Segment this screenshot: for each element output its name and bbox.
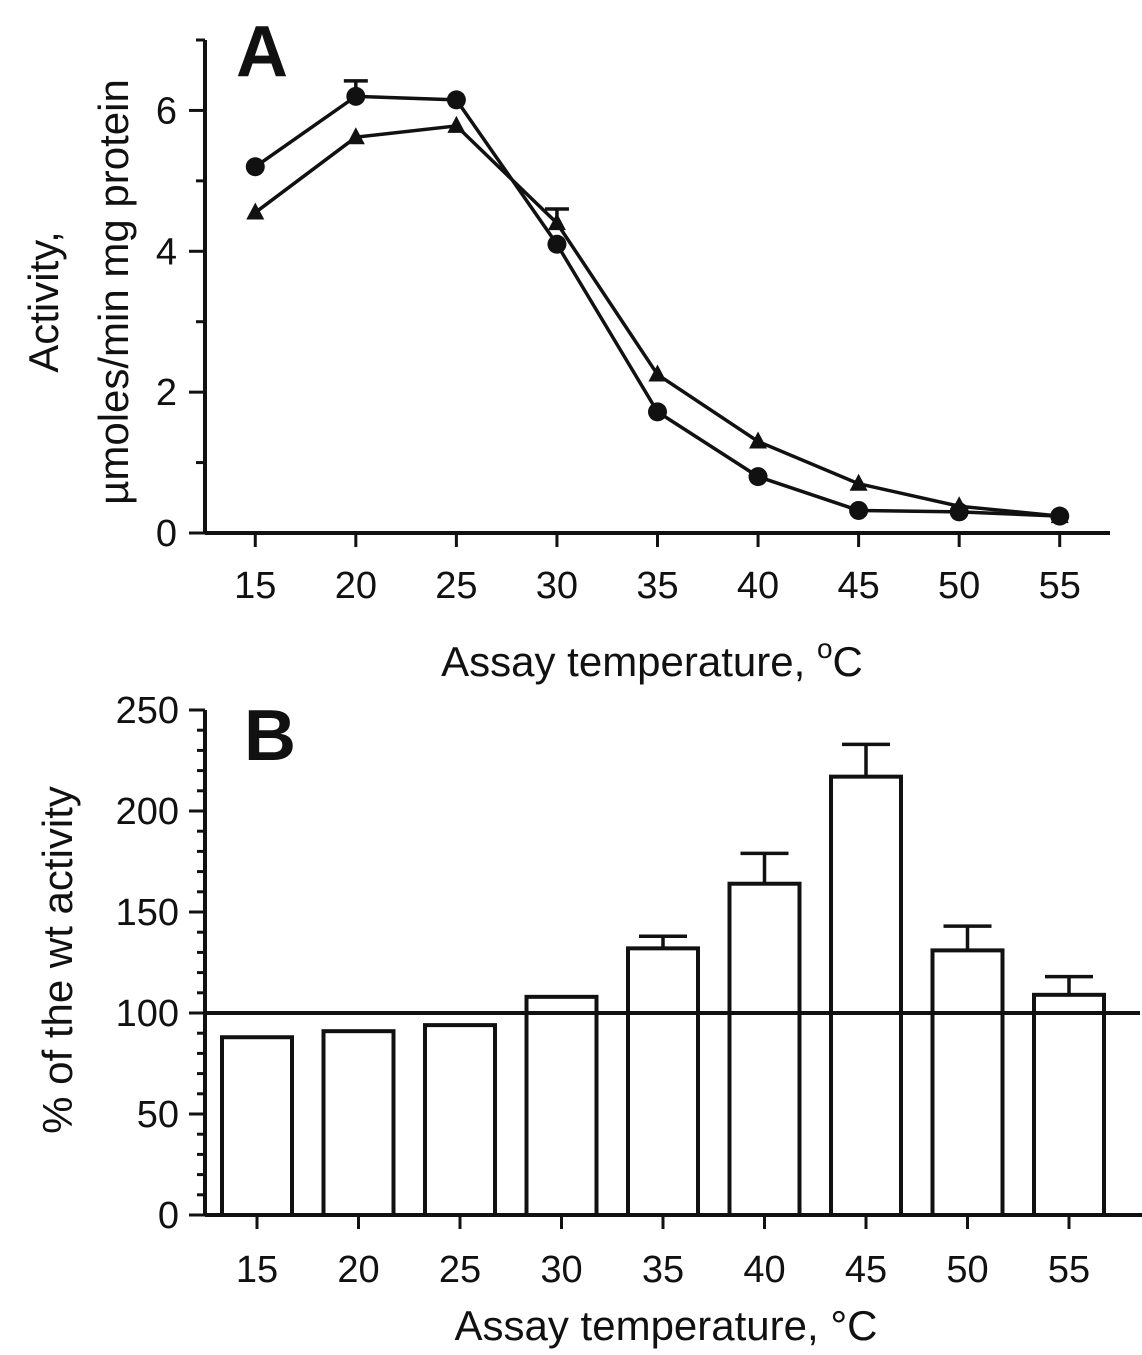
panel-b-y-tick-label: 100 [116,993,179,1035]
panel-a-x-axis-label-unit: C [833,638,863,685]
panel-b-x-tick-label: 55 [1048,1249,1090,1291]
panel-a-series-line [254,124,1060,518]
panel-b-y-tick-label: 200 [116,791,179,833]
panel-a-series-1 [245,79,1070,526]
panel-b-label: B [244,696,296,776]
panel-a-y-tick-label: 0 [156,513,177,555]
panel-a-circle-point [547,234,567,254]
panel-b-y-tick-label: 0 [158,1195,179,1237]
panel-b-x-axis: 15 20 25 30 35 40 45 50 55 [205,1213,1142,1291]
panel-a-circle-point [446,90,466,110]
panel-a-triangle-point [246,202,265,220]
panel-a-triangle-point [849,473,868,491]
panel-a-triangle-point [447,115,466,133]
panel-a-label: A [236,12,288,92]
panel-a-circle-point [346,86,366,106]
panel-b-bar [1032,992,1106,1217]
panel-b-x-axis-label: Assay temperature, °C [455,1302,878,1349]
panel-b-x-tick-label: 40 [743,1249,785,1291]
panel-a-x-axis-label-text: Assay temperature, [441,638,817,685]
panel-a-y-tick-label: 4 [156,231,177,273]
panel-b-bar [930,948,1005,1217]
panel-a-circle-point [245,157,265,177]
panel-b-bar-chart: B 0 50 100 150 200 250 15 20 25 30 35 40 45 50 55 % o… [34,690,1142,1349]
panel-a-y-axis-label-line1: Activity, [20,231,67,373]
panel-b-x-tick-label: 45 [845,1249,887,1291]
panel-a-circle-point [648,402,667,422]
panel-b-y-tick-label: 150 [116,892,179,934]
panel-a-x-axis-label: Assay temperature, oC [441,633,863,685]
panel-a-y-axis: 0 2 4 6 [156,38,207,555]
panel-a-x-tick-label: 30 [536,565,578,607]
panel-a-triangle-point [1050,506,1069,524]
panel-a-x-tick-label: 55 [1039,565,1081,607]
panel-a-y-axis-label-line2: µmoles/min mg protein [90,79,137,505]
panel-a-series-line [254,94,1060,518]
panel-b-y-tick-label: 250 [116,690,179,732]
panel-a-triangle-point [749,431,768,449]
panel-b-y-axis-label: % of the wt activity [34,786,81,1134]
panel-a-x-tick-label: 45 [837,565,879,607]
panel-b-bar [220,1035,294,1217]
panel-b-bar [829,774,903,1217]
panel-b-bars [205,742,1140,1218]
panel-b-bar [321,1029,396,1218]
panel-b-bar [626,946,700,1217]
panel-a-x-axis: 15 20 25 30 35 40 45 50 55 [205,531,1110,607]
panel-a-triangle-point [547,213,566,231]
panel-a-circle-point [748,467,768,487]
panel-a-triangle-point [648,364,667,382]
panel-b-x-tick-label: 50 [946,1249,988,1291]
panel-a-y-tick-label: 2 [156,372,177,414]
panel-a-x-tick-label: 20 [335,565,377,607]
panel-b-bar [423,1023,497,1217]
panel-b-x-tick-label: 20 [337,1249,379,1291]
panel-b-x-tick-label: 35 [642,1249,684,1291]
panel-b-y-axis: 0 50 100 150 200 250 [116,690,207,1237]
panel-a-x-tick-label: 40 [737,565,779,607]
panel-b-x-tick-label: 30 [540,1249,582,1291]
panel-b-x-tick-label: 25 [439,1249,481,1291]
panel-a-circle-point [849,500,869,520]
panel-a-series [245,79,1070,526]
panel-b-y-tick-label: 50 [137,1094,179,1136]
panel-b-bar [524,994,599,1218]
panel-a-line-chart: A 0 2 4 6 15 20 25 30 35 40 45 50 55 Activity, µmol… [20,12,1110,685]
panel-b-bar [727,881,802,1217]
panel-a-x-tick-label: 50 [938,565,980,607]
panel-a-x-tick-label: 25 [435,565,477,607]
panel-a-x-axis-label-degree: o [817,633,833,664]
panel-a-triangle-point [950,496,969,514]
panel-a-x-tick-label: 35 [636,565,678,607]
panel-a-series-2 [246,115,1069,524]
panel-a-y-tick-label: 6 [156,90,177,132]
panel-a-x-tick-label: 15 [234,565,276,607]
panel-a-triangle-point [346,127,365,145]
panel-b-x-tick-label: 15 [236,1249,278,1291]
